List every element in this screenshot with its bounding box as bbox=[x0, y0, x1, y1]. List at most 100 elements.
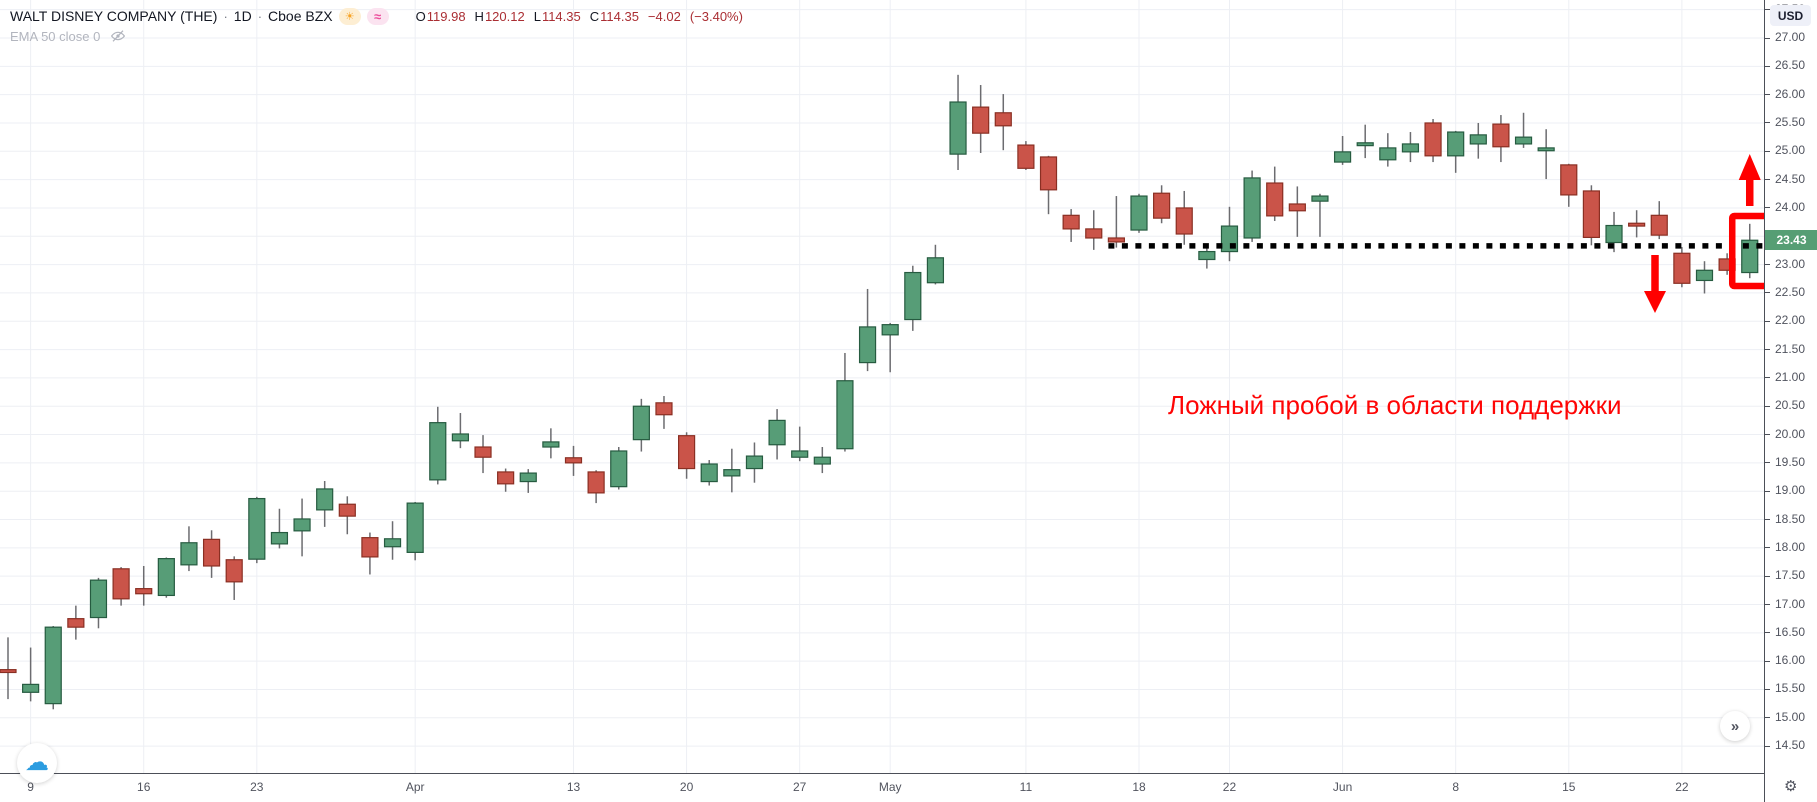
low-value: 114.35 bbox=[541, 8, 581, 24]
publish-cloud-button[interactable]: ☁ bbox=[17, 743, 57, 783]
candle bbox=[1198, 247, 1216, 269]
time-tick-label: 15 bbox=[1562, 780, 1576, 794]
symbol-legend[interactable]: WALT DISNEY COMPANY (THE) · 1D · Cboe BZ… bbox=[10, 6, 743, 26]
price-tick-label: 22.50 bbox=[1775, 284, 1806, 299]
low-letter: L bbox=[533, 8, 541, 24]
candles bbox=[0, 74, 1759, 710]
extended-hours-icon[interactable]: ≈ bbox=[366, 7, 389, 25]
candle-body bbox=[994, 112, 1012, 127]
candle-body bbox=[1379, 147, 1397, 161]
price-tick-label: 18.00 bbox=[1775, 539, 1806, 554]
candle-body bbox=[157, 558, 175, 597]
candle-body bbox=[858, 326, 877, 364]
candle bbox=[451, 413, 469, 449]
price-tick bbox=[1765, 717, 1770, 719]
candle bbox=[1605, 211, 1623, 253]
candle bbox=[1379, 133, 1397, 167]
candle bbox=[610, 447, 628, 490]
time-axis[interactable]: 9 16 23 Apr 13 20 27 May 11 18 22 Jun 8 15 22 bbox=[0, 773, 1817, 802]
candle bbox=[972, 85, 990, 153]
scroll-to-latest-button[interactable]: » bbox=[1720, 711, 1750, 741]
price-tick-label: 24.00 bbox=[1775, 199, 1806, 214]
candle bbox=[1673, 247, 1691, 288]
price-tick-label: 17.00 bbox=[1775, 596, 1806, 611]
candle-body bbox=[1288, 203, 1306, 212]
candle bbox=[248, 496, 266, 564]
candle bbox=[1560, 163, 1578, 207]
price-tick bbox=[1765, 660, 1770, 662]
grid-vertical bbox=[30, 0, 1683, 773]
candle-body bbox=[1673, 252, 1691, 284]
candle-body bbox=[926, 257, 945, 284]
candle-body bbox=[610, 450, 628, 488]
double-chevron-right-icon: » bbox=[1730, 717, 1740, 735]
price-axis[interactable]: USD 23.43 27.5027.0026.5026.0025.5025.00… bbox=[1764, 0, 1817, 802]
price-tick-label: 23.00 bbox=[1775, 256, 1806, 271]
price-tick-label: 14.50 bbox=[1775, 738, 1806, 753]
candle bbox=[813, 447, 831, 474]
candle-body bbox=[44, 626, 62, 705]
axis-settings-gear-icon[interactable]: ⚙ bbox=[1784, 778, 1798, 795]
price-tick bbox=[1765, 462, 1770, 464]
indicator-legend[interactable]: EMA 50 close 0 bbox=[10, 28, 126, 44]
candle bbox=[1333, 136, 1352, 165]
candle bbox=[768, 409, 786, 460]
price-tick-label: 20.00 bbox=[1775, 426, 1806, 441]
ohlc-values: O 119.98 H 120.12 L 114.35 C 114.35 −4.02 (−… bbox=[407, 9, 743, 24]
exchange-label[interactable]: Cboe BZX bbox=[268, 8, 333, 24]
timeframe-label[interactable]: 1D bbox=[233, 8, 252, 24]
price-tick bbox=[1765, 490, 1770, 492]
candle-body bbox=[632, 405, 650, 441]
candle bbox=[497, 468, 515, 492]
high-letter: H bbox=[474, 8, 484, 24]
candle-body bbox=[1424, 122, 1442, 157]
price-tick-label: 19.50 bbox=[1775, 454, 1806, 469]
candle bbox=[1039, 155, 1058, 215]
candle bbox=[270, 508, 289, 549]
candle bbox=[836, 352, 854, 452]
indicator-label[interactable]: EMA 50 close 0 bbox=[10, 28, 101, 44]
currency-badge[interactable]: USD bbox=[1770, 5, 1811, 26]
candle-body bbox=[67, 618, 85, 628]
close-value: 114.35 bbox=[600, 8, 639, 24]
candle-body bbox=[202, 538, 221, 567]
candle bbox=[904, 265, 922, 331]
candle bbox=[519, 469, 537, 493]
candle bbox=[1469, 122, 1487, 159]
candle-body bbox=[1333, 151, 1352, 163]
last-price-label: 23.43 bbox=[1765, 230, 1817, 251]
candle-body bbox=[474, 446, 492, 458]
candle-body bbox=[1582, 190, 1601, 239]
candle bbox=[1220, 206, 1239, 262]
candle bbox=[723, 448, 741, 493]
market-status-sun-icon[interactable]: ☀ bbox=[338, 7, 361, 25]
candle-body bbox=[564, 457, 583, 464]
candle bbox=[225, 556, 243, 600]
time-tick-label: 16 bbox=[137, 780, 151, 794]
candle-body bbox=[881, 324, 899, 336]
candle bbox=[361, 532, 379, 575]
cloud-icon: ☁ bbox=[25, 749, 49, 776]
candle-body bbox=[519, 472, 537, 483]
arrow-up[interactable] bbox=[1738, 154, 1761, 206]
separator-dot: · bbox=[223, 8, 228, 24]
candle bbox=[293, 498, 311, 557]
price-tick bbox=[1765, 405, 1770, 407]
candle-body bbox=[542, 441, 560, 448]
price-tick bbox=[1765, 37, 1770, 39]
candle bbox=[1741, 223, 1759, 279]
symbol-title[interactable]: WALT DISNEY COMPANY (THE) bbox=[10, 8, 218, 24]
candle-body bbox=[1695, 269, 1714, 282]
candle-body bbox=[89, 579, 108, 619]
price-tick bbox=[1765, 745, 1770, 747]
hide-indicator-icon[interactable] bbox=[110, 28, 126, 44]
annotation-text[interactable]: Ложный пробой в области поддержки bbox=[1168, 390, 1622, 420]
candle-body bbox=[723, 469, 741, 477]
candle bbox=[316, 481, 334, 527]
candle-body bbox=[22, 683, 40, 693]
candle bbox=[1085, 210, 1103, 250]
candle-body bbox=[1560, 164, 1578, 196]
price-tick bbox=[1765, 377, 1770, 379]
arrow-down[interactable] bbox=[1644, 255, 1666, 313]
